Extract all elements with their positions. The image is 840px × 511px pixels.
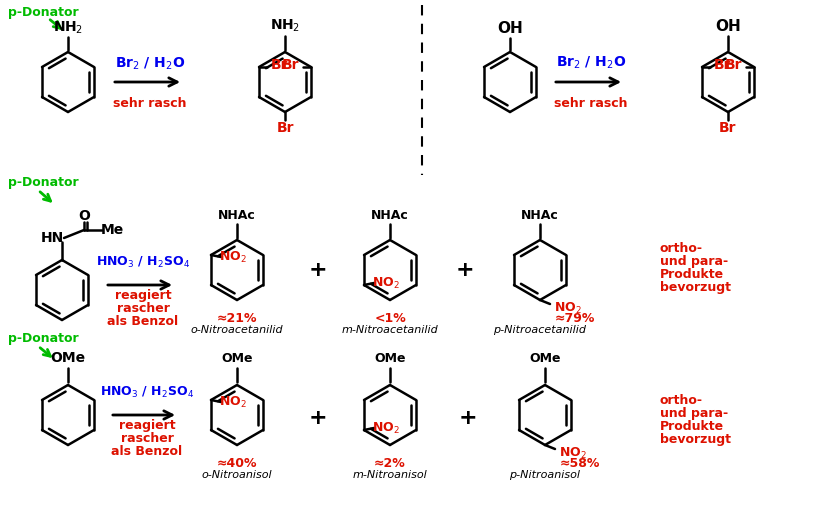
Text: sehr rasch: sehr rasch	[554, 97, 627, 109]
Text: m-Nitroacetanilid: m-Nitroacetanilid	[342, 325, 438, 335]
Text: m-Nitroanisol: m-Nitroanisol	[353, 470, 428, 480]
Text: p-Donator: p-Donator	[8, 6, 79, 18]
Text: <1%: <1%	[374, 312, 406, 324]
Text: und para-: und para-	[660, 406, 728, 420]
Text: OMe: OMe	[375, 352, 406, 364]
Text: +: +	[459, 408, 477, 428]
Text: Me: Me	[100, 223, 123, 237]
Text: NO$_2$: NO$_2$	[219, 249, 247, 265]
Text: Br$_2$ / H$_2$O: Br$_2$ / H$_2$O	[115, 56, 185, 72]
Text: Br$_2$ / H$_2$O: Br$_2$ / H$_2$O	[556, 55, 626, 71]
Text: +: +	[308, 260, 328, 280]
Text: ≈40%: ≈40%	[217, 456, 257, 470]
Text: +: +	[455, 260, 475, 280]
Text: als Benzol: als Benzol	[112, 445, 182, 457]
Text: OH: OH	[715, 18, 741, 34]
Text: sehr rasch: sehr rasch	[113, 97, 186, 109]
Text: +: +	[308, 408, 328, 428]
Text: OH: OH	[497, 20, 522, 35]
Text: NHAc: NHAc	[521, 208, 559, 221]
Text: NO$_2$: NO$_2$	[219, 394, 247, 409]
Text: OMe: OMe	[529, 352, 561, 364]
Text: ortho-: ortho-	[660, 242, 703, 254]
Text: OMe: OMe	[50, 351, 86, 365]
Text: Produkte: Produkte	[660, 420, 724, 432]
Text: Br: Br	[713, 58, 731, 72]
Text: bevorzugt: bevorzugt	[660, 432, 731, 446]
Text: Br: Br	[276, 121, 294, 135]
Text: Br: Br	[282, 58, 300, 72]
Text: ≈21%: ≈21%	[217, 312, 257, 324]
Text: rascher: rascher	[121, 431, 173, 445]
Text: HN: HN	[40, 231, 64, 245]
Text: NHAc: NHAc	[371, 208, 409, 221]
Text: p-Donator: p-Donator	[8, 332, 79, 344]
Text: ≈58%: ≈58%	[559, 456, 601, 470]
Text: NH$_2$: NH$_2$	[270, 18, 300, 34]
Text: ≈79%: ≈79%	[554, 312, 596, 324]
Text: reagiert: reagiert	[115, 289, 171, 301]
Text: NO$_2$: NO$_2$	[559, 446, 587, 460]
Text: o-Nitroacetanilid: o-Nitroacetanilid	[191, 325, 283, 335]
Text: bevorzugt: bevorzugt	[660, 281, 731, 293]
Text: ortho-: ortho-	[660, 393, 703, 406]
Text: HNO$_3$ / H$_2$SO$_4$: HNO$_3$ / H$_2$SO$_4$	[100, 384, 194, 400]
Text: NO$_2$: NO$_2$	[372, 421, 400, 435]
Text: NO$_2$: NO$_2$	[372, 275, 400, 291]
Text: Br: Br	[270, 58, 288, 72]
Text: p-Donator: p-Donator	[8, 175, 79, 189]
Text: p-Nitroanisol: p-Nitroanisol	[510, 470, 580, 480]
Text: rascher: rascher	[117, 301, 170, 314]
Text: ≈2%: ≈2%	[374, 456, 406, 470]
Text: Produkte: Produkte	[660, 267, 724, 281]
Text: NHAc: NHAc	[218, 208, 256, 221]
Text: Br: Br	[719, 121, 737, 135]
Text: HNO$_3$ / H$_2$SO$_4$: HNO$_3$ / H$_2$SO$_4$	[96, 254, 190, 269]
Text: NH$_2$: NH$_2$	[53, 20, 83, 36]
Text: als Benzol: als Benzol	[108, 314, 179, 328]
Text: OMe: OMe	[221, 352, 253, 364]
Text: o-Nitroanisol: o-Nitroanisol	[202, 470, 272, 480]
Text: O: O	[78, 209, 90, 223]
Text: p-Nitroacetanilid: p-Nitroacetanilid	[494, 325, 586, 335]
Text: Br: Br	[725, 58, 743, 72]
Text: NO$_2$: NO$_2$	[554, 300, 582, 316]
Text: reagiert: reagiert	[118, 419, 176, 431]
Text: und para-: und para-	[660, 254, 728, 267]
